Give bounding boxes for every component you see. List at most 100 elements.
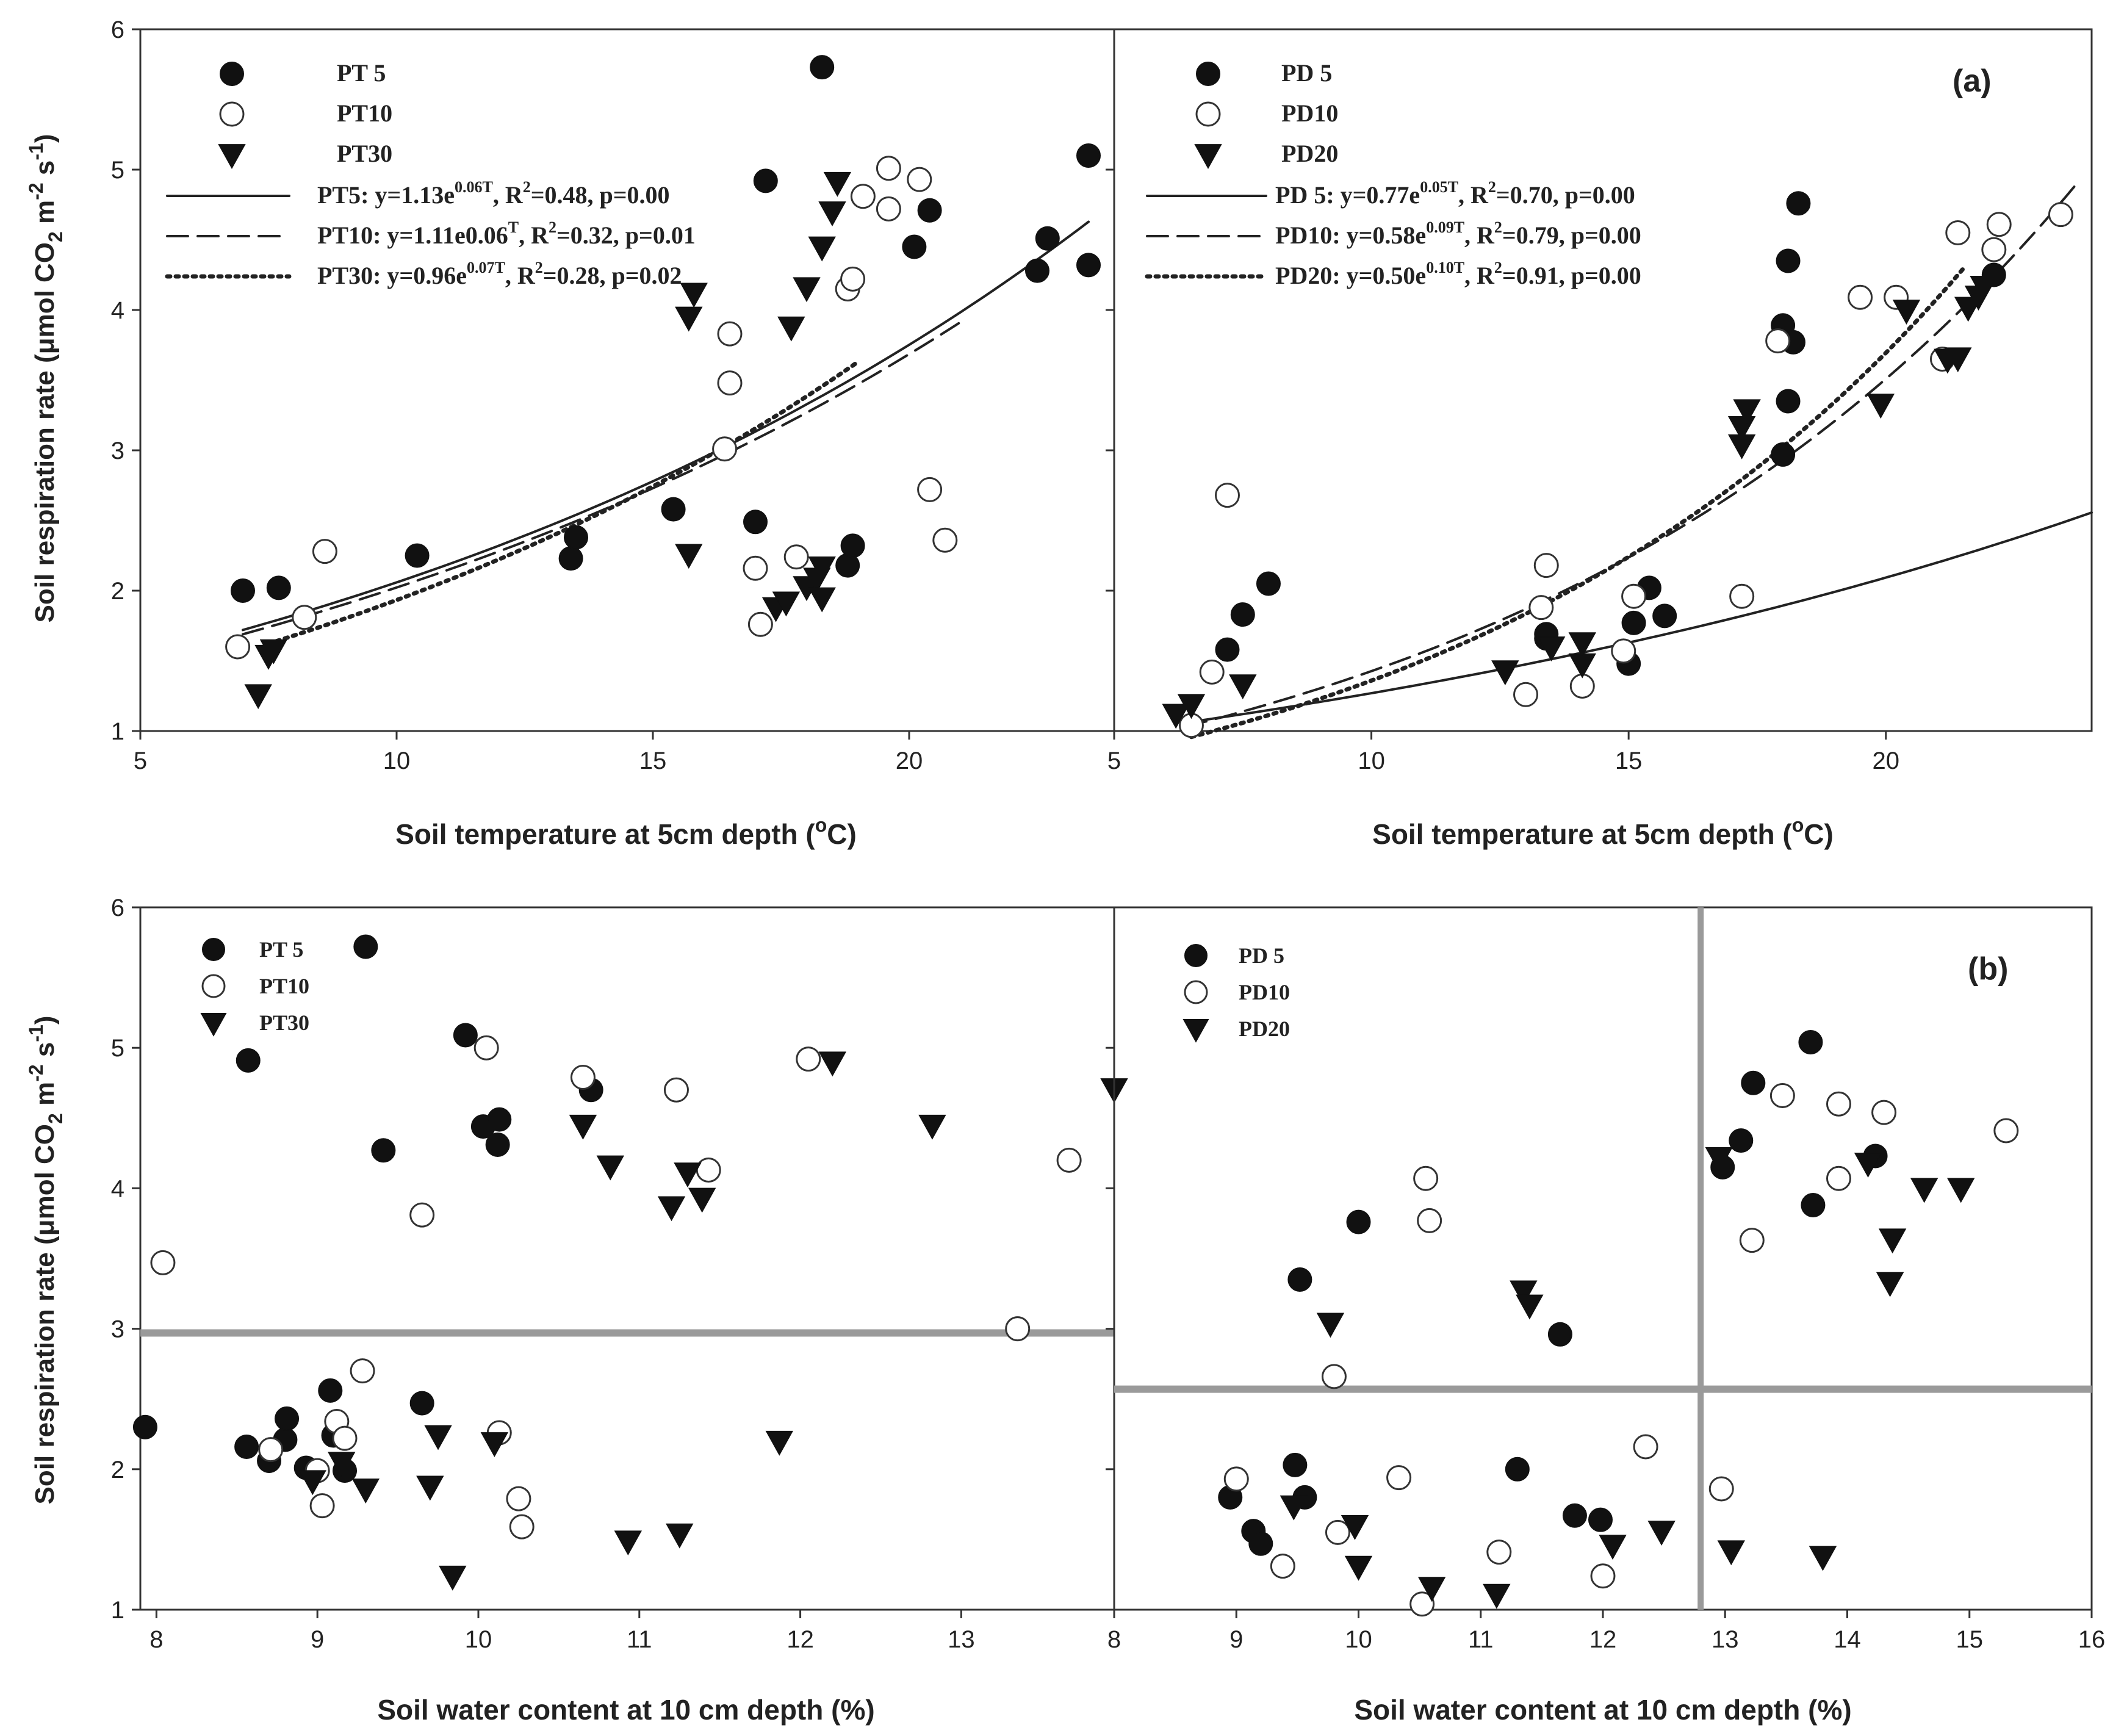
fit-equation: PD20: y=0.50e0.10T, R2=0.91, p=0.00 (1275, 259, 1641, 289)
point-pt30 (808, 587, 836, 613)
point-pt10 (712, 436, 738, 462)
point-pt10 (150, 1250, 176, 1275)
point-pt30 (680, 283, 708, 308)
legend-label: PD20 (1239, 1017, 1290, 1041)
point-pd5 (1741, 1070, 1766, 1095)
point-pd10 (1739, 1228, 1765, 1253)
point-pt30 (657, 1196, 686, 1222)
point-pt10 (747, 611, 773, 637)
plot-frame (1113, 28, 2093, 732)
x-axis-label-a-left: Soil temperature at 5cm depth (oC) (395, 814, 857, 850)
point-pd10 (1533, 553, 1559, 578)
point-pt5 (485, 1133, 510, 1158)
point-pd20 (1944, 347, 1972, 373)
y-axis-label-top: Soil respiration rate (μmol CO2 m-2 s-1) (25, 134, 67, 623)
point-pd5 (1505, 1457, 1530, 1482)
point-pd10 (1993, 1118, 2019, 1144)
x-tick-label: 12 (1589, 1626, 1617, 1653)
point-pt10 (907, 167, 932, 192)
point-pd10 (1848, 284, 1873, 310)
point-pd5 (1652, 603, 1677, 628)
point-pd10 (1729, 583, 1755, 609)
point-pt30 (818, 201, 846, 226)
panel-b-right: 8 9 10 11 12 13 14 15 16 PD 5 PD10 PD20 (b) (1106, 906, 2105, 1653)
point-pd20 (1568, 653, 1596, 679)
point-pd5 (1547, 1322, 1572, 1347)
legend-label: PD 5 (1281, 59, 1332, 87)
panel-label: (b) (1968, 951, 2008, 987)
point-pt5 (266, 575, 291, 600)
point-pt10 (473, 1035, 499, 1061)
point-pt5 (743, 510, 768, 535)
point-pd20 (1491, 660, 1519, 686)
point-pt30 (259, 639, 288, 665)
point-pd20 (1970, 276, 1998, 301)
x-tick-label: 13 (948, 1626, 975, 1653)
point-pt10 (796, 1046, 821, 1072)
fit-curve-pt10 (242, 321, 962, 636)
point-pd10 (1621, 583, 1647, 609)
legend-label: PD 5 (1239, 943, 1284, 968)
point-pt5 (917, 198, 942, 223)
x-tick-label: 8 (1107, 1626, 1121, 1653)
point-pd10 (1633, 1434, 1658, 1460)
y-tick-label: 6 (111, 16, 124, 43)
point-pt30 (614, 1530, 643, 1556)
point-pd5 (1287, 1267, 1312, 1292)
legend-label: PT30 (337, 140, 392, 167)
point-pd10 (1270, 1554, 1295, 1579)
x-tick-label: 10 (1345, 1626, 1372, 1653)
point-pd20 (1910, 1178, 1938, 1203)
point-pd10 (1765, 328, 1791, 354)
point-pt5 (371, 1138, 396, 1163)
point-pd20 (1229, 674, 1257, 700)
fit-equation: PT30: y=0.96e0.07T, R2=0.28, p=0.02 (317, 259, 682, 289)
point-pd20 (1717, 1540, 1745, 1566)
x-tick-label: 15 (639, 747, 667, 774)
point-pd10 (1590, 1563, 1616, 1589)
point-pt30 (351, 1478, 380, 1504)
fit-equation: PT10: y=1.11e0.06T, R2=0.32, p=0.01 (317, 218, 696, 249)
point-pd20 (1599, 1535, 1627, 1560)
point-pd5 (1588, 1507, 1613, 1532)
point-pd10 (1214, 483, 1240, 508)
point-pd5 (1776, 248, 1801, 273)
point-pt10 (350, 1358, 375, 1384)
point-pt10 (332, 1425, 358, 1451)
point-pt30 (298, 1470, 326, 1496)
point-pd10 (1417, 1208, 1442, 1233)
point-pd20 (1878, 1228, 1907, 1254)
x-tick-label: 9 (1229, 1626, 1243, 1653)
point-pt10 (292, 605, 317, 630)
point-pd20 (1341, 1514, 1369, 1540)
point-pt30 (675, 306, 703, 332)
fit-curve-pt5 (242, 220, 1090, 632)
point-pt10 (309, 1493, 335, 1519)
point-pd5 (1798, 1029, 1823, 1054)
y-tick-label: 6 (111, 895, 124, 921)
point-pt10 (312, 539, 337, 564)
point-pt30 (772, 591, 801, 617)
point-pt30 (688, 1187, 716, 1213)
y-tick-label: 4 (111, 297, 124, 324)
point-pd10 (1871, 1100, 1897, 1125)
point-pd10 (1826, 1091, 1851, 1117)
x-tick-label: 20 (896, 747, 923, 774)
point-pt30 (808, 556, 836, 582)
point-pd20 (1162, 704, 1190, 729)
legend-label: PT 5 (337, 59, 386, 87)
x-tick-label: 5 (134, 747, 147, 774)
legend-marker (219, 101, 245, 127)
legend-label: PD20 (1281, 140, 1338, 167)
point-pd5 (1215, 637, 1240, 662)
point-pt30 (674, 1162, 702, 1188)
point-pt5 (902, 234, 927, 259)
x-tick-label: 10 (465, 1626, 492, 1653)
point-pt30 (808, 236, 836, 262)
point-pt5 (1035, 226, 1060, 251)
x-tick-label: 15 (1615, 747, 1643, 774)
point-pd10 (1409, 1591, 1435, 1617)
x-tick-label: 14 (1834, 1626, 1861, 1653)
